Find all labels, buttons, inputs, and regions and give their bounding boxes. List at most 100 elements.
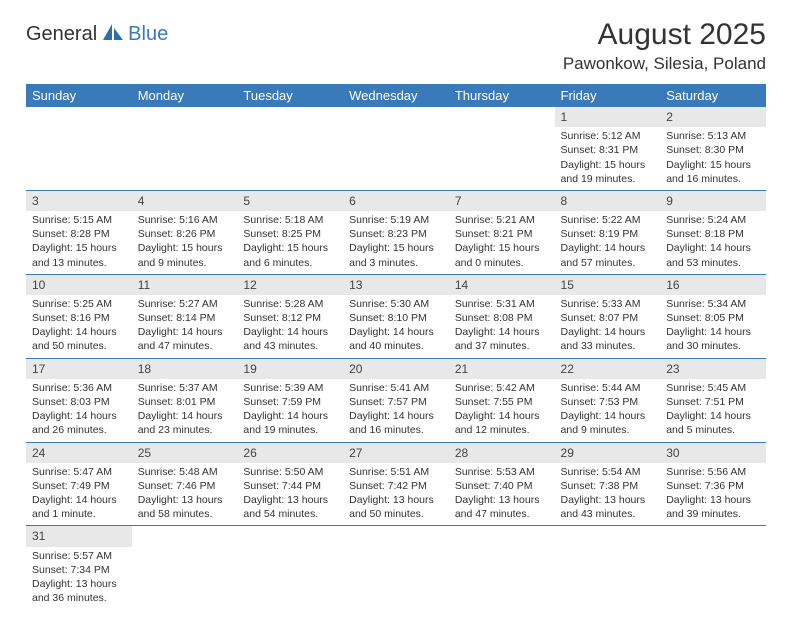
page-title: August 2025	[563, 18, 766, 52]
day-detail-cell: Sunrise: 5:41 AMSunset: 7:57 PMDaylight:…	[343, 379, 449, 442]
day-number-cell: 25	[132, 442, 238, 463]
day-detail-cell	[237, 127, 343, 190]
daynum-row: 31	[26, 526, 766, 547]
daylight-text-1: Daylight: 14 hours	[32, 409, 126, 423]
daylight-text-1: Daylight: 13 hours	[561, 493, 655, 507]
day-detail-cell: Sunrise: 5:57 AMSunset: 7:34 PMDaylight:…	[26, 547, 132, 610]
day-number-cell	[132, 526, 238, 547]
weekday-header: Friday	[555, 84, 661, 107]
day-number-cell: 7	[449, 190, 555, 211]
daylight-text-1: Daylight: 14 hours	[138, 409, 232, 423]
sunrise-text: Sunrise: 5:56 AM	[666, 465, 760, 479]
sunrise-text: Sunrise: 5:34 AM	[666, 297, 760, 311]
day-detail-cell: Sunrise: 5:48 AMSunset: 7:46 PMDaylight:…	[132, 463, 238, 526]
detail-row: Sunrise: 5:25 AMSunset: 8:16 PMDaylight:…	[26, 295, 766, 358]
sunrise-text: Sunrise: 5:51 AM	[349, 465, 443, 479]
day-number-cell: 22	[555, 358, 661, 379]
daylight-text-2: and 47 minutes.	[138, 339, 232, 353]
day-detail-cell	[132, 547, 238, 610]
daylight-text-1: Daylight: 14 hours	[666, 325, 760, 339]
day-number-cell: 20	[343, 358, 449, 379]
day-detail-cell: Sunrise: 5:30 AMSunset: 8:10 PMDaylight:…	[343, 295, 449, 358]
page-subtitle: Pawonkow, Silesia, Poland	[563, 54, 766, 74]
sunset-text: Sunset: 8:26 PM	[138, 227, 232, 241]
sunset-text: Sunset: 8:18 PM	[666, 227, 760, 241]
day-number-cell: 27	[343, 442, 449, 463]
day-detail-cell: Sunrise: 5:25 AMSunset: 8:16 PMDaylight:…	[26, 295, 132, 358]
weekday-header: Sunday	[26, 84, 132, 107]
daylight-text-1: Daylight: 15 hours	[138, 241, 232, 255]
day-detail-cell: Sunrise: 5:28 AMSunset: 8:12 PMDaylight:…	[237, 295, 343, 358]
sunset-text: Sunset: 7:46 PM	[138, 479, 232, 493]
sunset-text: Sunset: 8:08 PM	[455, 311, 549, 325]
day-number-cell: 10	[26, 274, 132, 295]
day-detail-cell	[555, 547, 661, 610]
daylight-text-2: and 47 minutes.	[455, 507, 549, 521]
daylight-text-2: and 9 minutes.	[561, 423, 655, 437]
day-number-cell: 18	[132, 358, 238, 379]
day-number-cell: 31	[26, 526, 132, 547]
day-detail-cell: Sunrise: 5:37 AMSunset: 8:01 PMDaylight:…	[132, 379, 238, 442]
day-number-cell: 30	[660, 442, 766, 463]
daylight-text-1: Daylight: 13 hours	[666, 493, 760, 507]
detail-row: Sunrise: 5:15 AMSunset: 8:28 PMDaylight:…	[26, 211, 766, 274]
sunrise-text: Sunrise: 5:31 AM	[455, 297, 549, 311]
sunset-text: Sunset: 7:51 PM	[666, 395, 760, 409]
sunrise-text: Sunrise: 5:30 AM	[349, 297, 443, 311]
sunrise-text: Sunrise: 5:25 AM	[32, 297, 126, 311]
day-number-cell: 9	[660, 190, 766, 211]
sunset-text: Sunset: 7:36 PM	[666, 479, 760, 493]
sunrise-text: Sunrise: 5:16 AM	[138, 213, 232, 227]
sunrise-text: Sunrise: 5:21 AM	[455, 213, 549, 227]
detail-row: Sunrise: 5:47 AMSunset: 7:49 PMDaylight:…	[26, 463, 766, 526]
daylight-text-2: and 37 minutes.	[455, 339, 549, 353]
weekday-header: Thursday	[449, 84, 555, 107]
day-number-cell	[660, 526, 766, 547]
daylight-text-2: and 19 minutes.	[561, 172, 655, 186]
day-number-cell: 1	[555, 107, 661, 127]
daylight-text-1: Daylight: 14 hours	[561, 241, 655, 255]
daylight-text-1: Daylight: 14 hours	[455, 409, 549, 423]
daylight-text-1: Daylight: 14 hours	[561, 325, 655, 339]
day-number-cell: 29	[555, 442, 661, 463]
day-detail-cell: Sunrise: 5:33 AMSunset: 8:07 PMDaylight:…	[555, 295, 661, 358]
sunset-text: Sunset: 7:38 PM	[561, 479, 655, 493]
daylight-text-1: Daylight: 14 hours	[455, 325, 549, 339]
sunset-text: Sunset: 7:34 PM	[32, 563, 126, 577]
daynum-row: 12	[26, 107, 766, 127]
day-detail-cell: Sunrise: 5:19 AMSunset: 8:23 PMDaylight:…	[343, 211, 449, 274]
daylight-text-2: and 13 minutes.	[32, 256, 126, 270]
sunrise-text: Sunrise: 5:45 AM	[666, 381, 760, 395]
day-detail-cell	[132, 127, 238, 190]
day-detail-cell: Sunrise: 5:18 AMSunset: 8:25 PMDaylight:…	[237, 211, 343, 274]
sunrise-text: Sunrise: 5:54 AM	[561, 465, 655, 479]
daylight-text-2: and 43 minutes.	[561, 507, 655, 521]
weekday-header: Tuesday	[237, 84, 343, 107]
sunset-text: Sunset: 8:19 PM	[561, 227, 655, 241]
daylight-text-2: and 19 minutes.	[243, 423, 337, 437]
day-number-cell: 23	[660, 358, 766, 379]
weekday-header-row: Sunday Monday Tuesday Wednesday Thursday…	[26, 84, 766, 107]
sunset-text: Sunset: 8:07 PM	[561, 311, 655, 325]
sunset-text: Sunset: 8:05 PM	[666, 311, 760, 325]
day-detail-cell: Sunrise: 5:21 AMSunset: 8:21 PMDaylight:…	[449, 211, 555, 274]
day-detail-cell: Sunrise: 5:13 AMSunset: 8:30 PMDaylight:…	[660, 127, 766, 190]
sunset-text: Sunset: 7:40 PM	[455, 479, 549, 493]
day-number-cell: 14	[449, 274, 555, 295]
day-detail-cell	[237, 547, 343, 610]
sunset-text: Sunset: 8:16 PM	[32, 311, 126, 325]
daylight-text-1: Daylight: 14 hours	[32, 325, 126, 339]
daylight-text-2: and 50 minutes.	[32, 339, 126, 353]
daylight-text-1: Daylight: 13 hours	[243, 493, 337, 507]
sunrise-text: Sunrise: 5:28 AM	[243, 297, 337, 311]
sunset-text: Sunset: 8:31 PM	[561, 143, 655, 157]
daynum-row: 17181920212223	[26, 358, 766, 379]
detail-row: Sunrise: 5:57 AMSunset: 7:34 PMDaylight:…	[26, 547, 766, 610]
day-detail-cell: Sunrise: 5:50 AMSunset: 7:44 PMDaylight:…	[237, 463, 343, 526]
sunrise-text: Sunrise: 5:27 AM	[138, 297, 232, 311]
daylight-text-2: and 16 minutes.	[349, 423, 443, 437]
daylight-text-1: Daylight: 15 hours	[349, 241, 443, 255]
sunset-text: Sunset: 8:03 PM	[32, 395, 126, 409]
header: General Blue August 2025 Pawonkow, Siles…	[26, 18, 766, 74]
day-number-cell: 11	[132, 274, 238, 295]
